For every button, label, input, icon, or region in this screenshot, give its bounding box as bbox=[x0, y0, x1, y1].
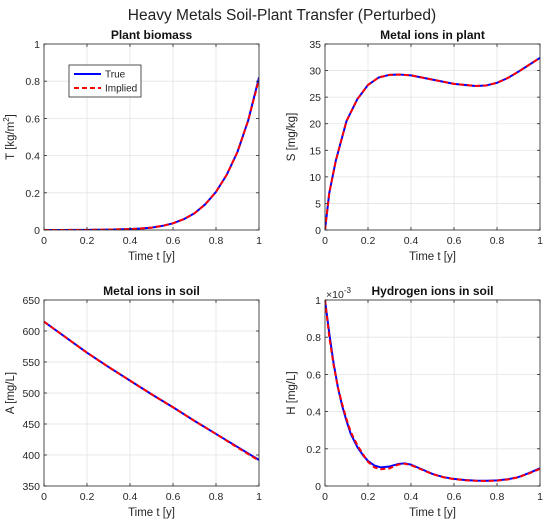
y-tick-label: 0.2 bbox=[25, 188, 40, 200]
chart-panel-4: 0 0.2 0.4 0.6 0.8 1 0 0.2 0.4 0.6 0.8 1 Hydrogen ion… bbox=[286, 284, 543, 519]
y-tick-label: 0.6 bbox=[306, 369, 321, 381]
x-tick-label: 0 bbox=[322, 491, 328, 503]
y-axis-label: H [mg/L] bbox=[286, 371, 298, 414]
x-tick-label: 0.2 bbox=[361, 235, 376, 247]
y-axis-label: A [mg/L] bbox=[5, 372, 17, 414]
x-tick-label: 0.2 bbox=[80, 235, 95, 247]
series-line-implied bbox=[325, 56, 540, 230]
y-tick-label: 500 bbox=[22, 388, 40, 400]
x-tick-label: 0.2 bbox=[80, 491, 95, 503]
x-axis-label: Time t [y] bbox=[128, 251, 175, 263]
y-tick-label: 0 bbox=[34, 225, 40, 237]
y-tick-label: 0.4 bbox=[306, 407, 321, 419]
axes-box bbox=[324, 43, 541, 231]
y-exponent-power: -3 bbox=[344, 286, 352, 295]
series-line-implied bbox=[325, 300, 540, 482]
y-tick-label: 0.8 bbox=[25, 76, 40, 88]
x-tick-label: 0.4 bbox=[123, 235, 138, 247]
x-tick-label: 0 bbox=[322, 235, 328, 247]
y-axis-label-main: T [kg/m bbox=[5, 122, 17, 160]
x-tick-label: 0 bbox=[41, 235, 47, 247]
y-axis-label: T [kg/m2] bbox=[2, 114, 17, 160]
x-tick-label: 0.8 bbox=[490, 491, 505, 503]
y-axis-label-end: ] bbox=[5, 114, 17, 117]
x-tick-label: 0.6 bbox=[447, 491, 462, 503]
y-tick-label: 0.6 bbox=[25, 113, 40, 125]
y-tick-label: 0 bbox=[315, 481, 321, 493]
y-tick-label: 550 bbox=[22, 357, 40, 369]
y-tick-label: 1 bbox=[34, 39, 40, 51]
axes-box bbox=[43, 43, 260, 231]
chart-panel-1: 0 0.2 0.4 0.6 0.8 1 0 0.2 0.4 0.6 0.8 1 Plant biomas… bbox=[2, 28, 262, 263]
x-tick-label: 0.2 bbox=[361, 491, 376, 503]
x-tick-label: 0.6 bbox=[166, 235, 181, 247]
x-tick-label: 1 bbox=[256, 491, 262, 503]
y-tick-label: 650 bbox=[22, 295, 40, 307]
y-tick-label: 35 bbox=[309, 39, 321, 51]
y-tick-label: 10 bbox=[309, 172, 321, 184]
chart-title: Plant biomass bbox=[111, 28, 193, 42]
x-tick-label: 0 bbox=[41, 491, 47, 503]
series-line-implied bbox=[44, 320, 259, 462]
legend-label-true: True bbox=[105, 70, 126, 81]
y-exponent-label: ×10-3 bbox=[326, 286, 351, 301]
y-tick-label: 5 bbox=[315, 198, 321, 210]
x-tick-label: 1 bbox=[537, 235, 543, 247]
chart-title: Hydrogen ions in soil bbox=[371, 284, 493, 298]
x-tick-label: 0.8 bbox=[209, 235, 224, 247]
x-tick-label: 0.8 bbox=[490, 235, 505, 247]
x-tick-label: 0.8 bbox=[209, 491, 224, 503]
x-tick-label: 0.4 bbox=[404, 491, 419, 503]
y-tick-label: 15 bbox=[309, 145, 321, 157]
y-axis-label: S [mg/kg] bbox=[286, 113, 298, 162]
y-axis-label-superscript: 2 bbox=[2, 117, 11, 122]
y-tick-label: 0 bbox=[315, 225, 321, 237]
x-axis-label: Time t [y] bbox=[128, 507, 175, 519]
axes-box bbox=[324, 299, 541, 487]
y-tick-label: 20 bbox=[309, 119, 321, 131]
y-tick-label: 0.4 bbox=[25, 151, 40, 163]
plot-area bbox=[325, 300, 540, 486]
y-tick-label: 1 bbox=[315, 295, 321, 307]
chart-title: Metal ions in soil bbox=[103, 284, 200, 298]
y-tick-label: 25 bbox=[309, 92, 321, 104]
y-tick-label: 350 bbox=[22, 481, 40, 493]
y-exponent-base: ×10 bbox=[326, 289, 344, 301]
plot-area bbox=[325, 44, 540, 230]
x-tick-label: 0.6 bbox=[166, 491, 181, 503]
x-tick-label: 0.4 bbox=[404, 235, 419, 247]
y-tick-label: 450 bbox=[22, 419, 40, 431]
legend: True Implied bbox=[68, 64, 142, 98]
x-tick-label: 1 bbox=[537, 491, 543, 503]
x-axis-label: Time t [y] bbox=[409, 507, 456, 519]
figure-title: Heavy Metals Soil-Plant Transfer (Pertur… bbox=[128, 7, 436, 24]
y-tick-label: 400 bbox=[22, 450, 40, 462]
legend-label-implied: Implied bbox=[105, 84, 137, 95]
legend-box bbox=[68, 64, 142, 98]
x-tick-label: 1 bbox=[256, 235, 262, 247]
y-tick-label: 0.8 bbox=[306, 332, 321, 344]
y-tick-label: 0.2 bbox=[306, 444, 321, 456]
x-tick-label: 0.6 bbox=[447, 235, 462, 247]
x-axis-label: Time t [y] bbox=[409, 251, 456, 263]
chart-title: Metal ions in plant bbox=[380, 28, 485, 42]
y-tick-label: 600 bbox=[22, 326, 40, 338]
x-tick-label: 0.4 bbox=[123, 491, 138, 503]
chart-panel-3: 0 0.2 0.4 0.6 0.8 1 350 400 450 500 550 600 650 Metal… bbox=[5, 284, 262, 519]
y-tick-label: 30 bbox=[309, 66, 321, 78]
